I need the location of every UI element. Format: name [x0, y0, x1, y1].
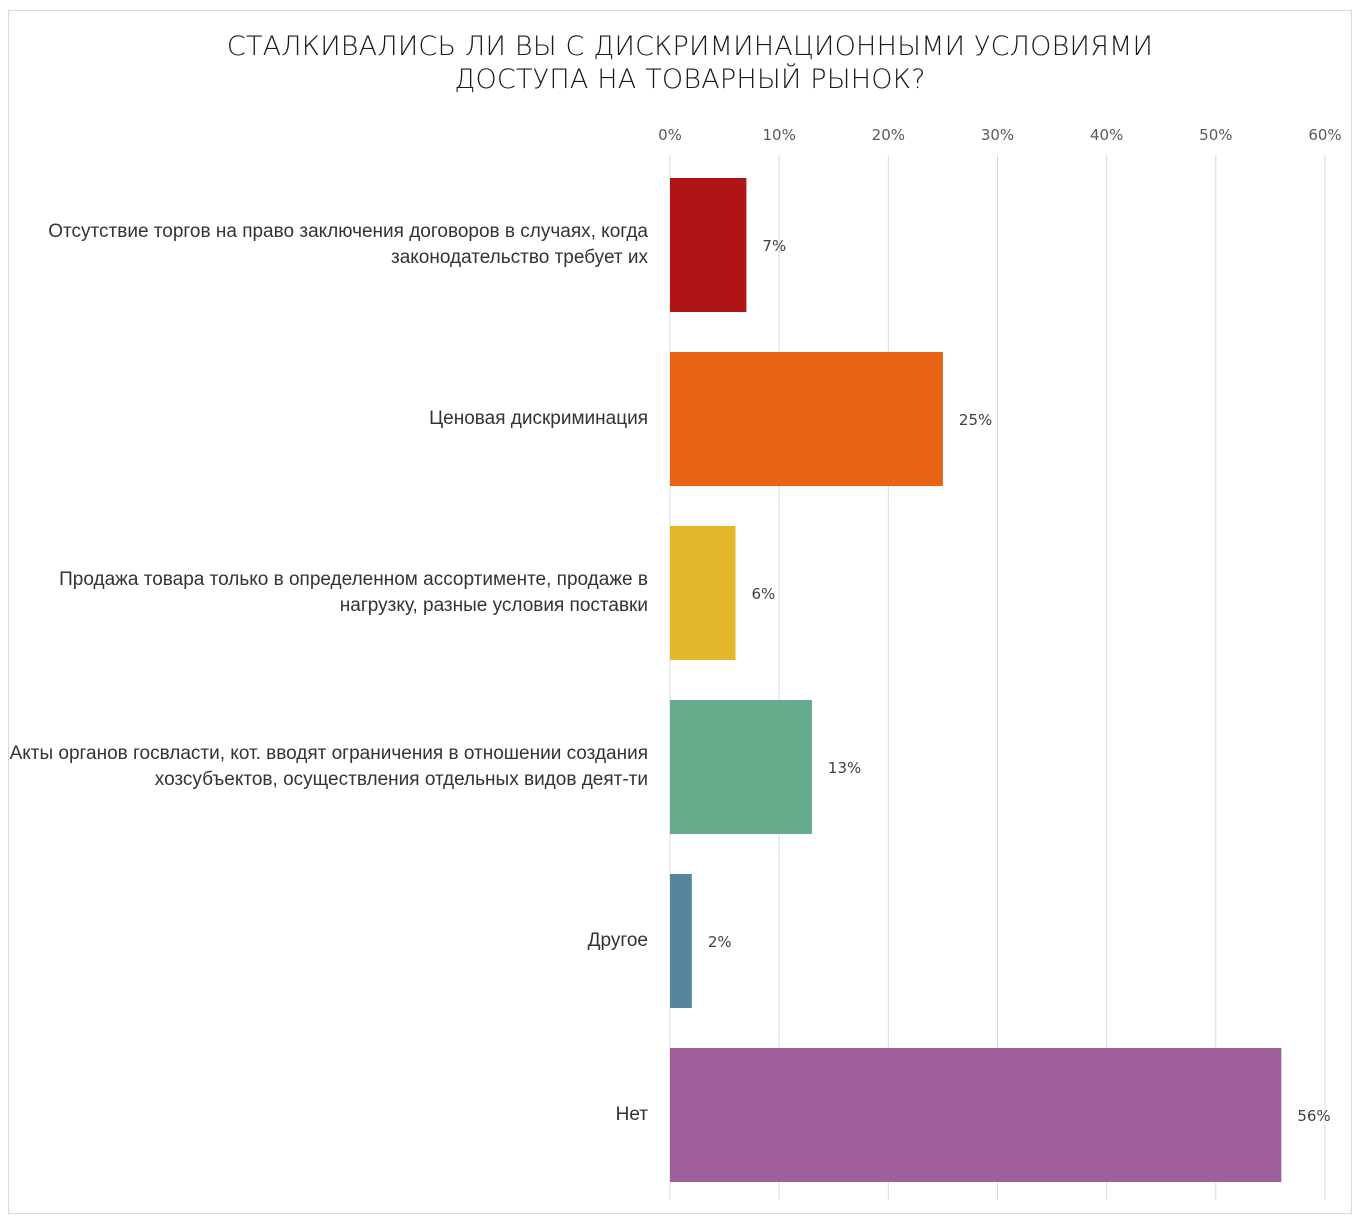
bar [670, 526, 736, 660]
data-label: 2% [708, 933, 732, 951]
data-label: 25% [959, 411, 992, 429]
data-label: 6% [752, 585, 776, 603]
data-label: 7% [762, 237, 786, 255]
chart-title: СТАЛКИВАЛИСЬ ЛИ ВЫ С ДИСКРИМИНАЦИОННЫМИ … [0, 30, 1360, 96]
category-label: Отсутствие торгов на право заключения до… [48, 221, 648, 268]
category-label: Акты органов госвласти, кот. вводят огра… [9, 743, 648, 790]
chart-title-line-1: СТАЛКИВАЛИСЬ ЛИ ВЫ С ДИСКРИМИНАЦИОННЫМИ … [226, 31, 1154, 62]
data-label: 56% [1297, 1107, 1330, 1125]
bar [670, 352, 943, 486]
x-tick-label: 20% [872, 126, 905, 144]
category-label: Ценовая дискриминация [429, 408, 648, 429]
x-tick-label: 0% [658, 126, 682, 144]
x-tick-label: 30% [981, 126, 1014, 144]
bar [670, 178, 747, 312]
x-tick-label: 10% [762, 126, 795, 144]
category-label: Другое [587, 930, 648, 951]
bar [670, 700, 812, 834]
data-label: 13% [828, 759, 861, 777]
chart-title-line-2: ДОСТУПА НА ТОВАРНЫЙ РЫНОК? [454, 64, 926, 95]
bar [670, 874, 692, 1008]
bar [670, 1048, 1282, 1182]
x-tick-label: 60% [1308, 126, 1341, 144]
x-tick-label: 40% [1090, 126, 1123, 144]
category-label: Нет [615, 1104, 648, 1125]
category-label: Продажа товара только в определенном асс… [59, 569, 648, 616]
x-tick-label: 50% [1199, 126, 1232, 144]
